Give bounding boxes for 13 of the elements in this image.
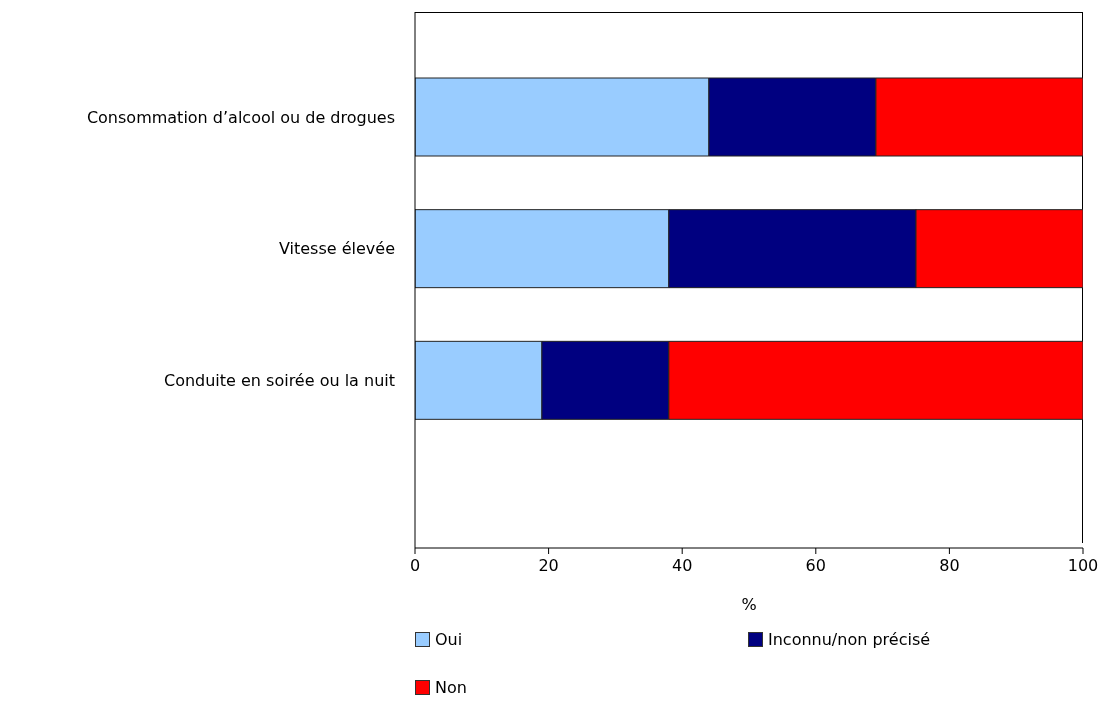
x-tick-label: 80 <box>939 556 960 576</box>
y-tick-label: Consommation d’alcool ou de drogues <box>86 107 395 127</box>
x-tick-label: 20 <box>538 556 559 576</box>
x-tick-label: 100 <box>1067 556 1099 576</box>
x-tick-label: 60 <box>805 556 826 576</box>
legend-label: Oui <box>435 629 463 649</box>
y-tick-label: Conduite en soirée ou la nuit <box>163 370 395 390</box>
x-tick-label: 0 <box>409 556 421 576</box>
x-axis-title: % <box>741 595 757 614</box>
legend-label: Non <box>435 677 467 697</box>
legend-label: Inconnu/non précisé <box>768 629 931 649</box>
x-tick-label: 40 <box>672 556 693 576</box>
y-tick-label: Vitesse élevée <box>278 239 395 259</box>
